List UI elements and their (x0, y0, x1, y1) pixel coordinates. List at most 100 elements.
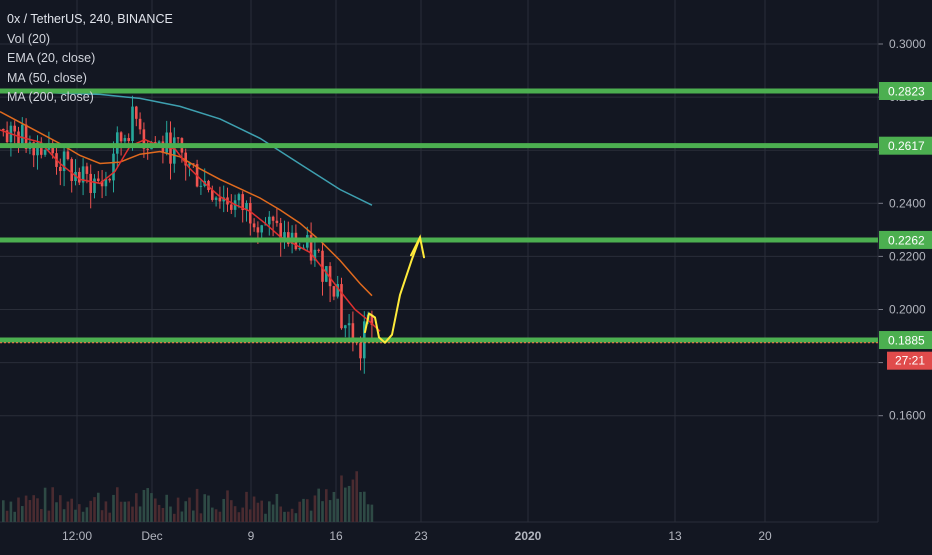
volume-bar (17, 497, 20, 522)
volume-bar (306, 499, 309, 522)
candle-body (21, 124, 24, 147)
candle-body (176, 137, 180, 139)
candle-body (230, 204, 233, 210)
level-price-tag (879, 331, 932, 350)
candle-body (135, 106, 138, 119)
volume-bar (340, 475, 343, 522)
volume-bar (363, 491, 366, 522)
ma200-line (0, 89, 373, 206)
volume-bar (32, 495, 35, 522)
volume-bar (347, 485, 351, 522)
volume-bar (313, 495, 317, 522)
volume-bar (214, 509, 218, 522)
x-axis-tick-label: 23 (414, 529, 428, 543)
volume-bar (252, 496, 256, 522)
volume-bar (108, 512, 111, 522)
volume-bar (245, 491, 248, 522)
candle-body (351, 323, 355, 341)
volume-bar (241, 507, 244, 522)
candle-body (359, 343, 362, 359)
candle-body (192, 163, 195, 165)
countdown-label: 27:21 (895, 354, 925, 368)
volume-bar (268, 501, 271, 522)
volume-bar (81, 511, 85, 522)
candle-body (62, 151, 66, 172)
candle-body (260, 225, 263, 233)
candle-body (81, 166, 85, 183)
candle-body (108, 178, 111, 181)
candle-body (275, 220, 279, 224)
candle-body (214, 197, 218, 200)
volume-bar (116, 487, 119, 522)
volume-bar (28, 500, 32, 522)
volume-bar (199, 513, 203, 522)
volume-bar (359, 491, 362, 522)
volume-bar (226, 490, 229, 522)
candle-body (347, 323, 351, 326)
y-axis-tick-label: 0.2000 (889, 303, 926, 317)
indicator-ema20[interactable]: EMA (20, close) (7, 51, 96, 65)
volume-bar (169, 506, 172, 522)
volume-bar (283, 511, 286, 522)
indicator-ma50[interactable]: MA (50, close) (7, 70, 87, 85)
volume-bar (138, 506, 142, 522)
candle-body (116, 132, 119, 154)
volume-bar (119, 501, 123, 522)
volume-bar (355, 471, 358, 522)
volume-bar (100, 510, 104, 522)
indicator-ma200[interactable]: MA (200, close) (7, 90, 94, 104)
candle-body (78, 171, 81, 183)
volume-bar (294, 513, 298, 522)
level-price-label: 0.2823 (888, 84, 925, 98)
volume-bar (59, 495, 62, 522)
volume-bar (230, 500, 233, 522)
volume-bar (321, 501, 324, 522)
candle-body (89, 173, 92, 194)
volume-bar (237, 512, 241, 522)
candle-body (370, 314, 374, 325)
candle-body (271, 216, 275, 221)
indicator-volume[interactable]: Vol (20) (7, 31, 51, 46)
volume-bar (70, 498, 73, 522)
candle-body (184, 152, 187, 166)
volume-bar (142, 489, 146, 522)
candle-body (313, 249, 317, 261)
volume-bar (123, 501, 127, 522)
candle-body (211, 190, 214, 200)
candle-body (340, 284, 343, 329)
candle-body (100, 180, 104, 187)
candle-body (268, 216, 271, 225)
x-axis-tick-label: 9 (248, 529, 255, 543)
candle-body (237, 194, 241, 201)
volume-bar (24, 495, 28, 522)
volume-bar (249, 509, 252, 522)
level-price-tag (879, 136, 932, 155)
candle-body (43, 149, 47, 155)
volume-bar (112, 494, 115, 522)
volume-bar (275, 493, 279, 522)
candle-body (256, 227, 260, 233)
volume-bar (165, 494, 168, 522)
candle-body (142, 129, 146, 149)
candle-body (13, 125, 16, 132)
candle-body (17, 131, 20, 147)
volume-bar (161, 507, 165, 522)
volume-bar (264, 513, 267, 522)
annotation-forecast-path (364, 236, 421, 344)
candle-body (188, 163, 191, 166)
candle-body (36, 142, 39, 156)
symbol-title[interactable]: 0x / TetherUS, 240, BINANCE (7, 12, 173, 26)
volume-bar (180, 511, 184, 522)
volume-bar (184, 501, 187, 522)
y-axis-tick-label: 0.2200 (889, 249, 926, 263)
countdown-tag (887, 351, 932, 370)
volume-bar (317, 488, 320, 522)
volume-bar (222, 498, 225, 522)
volume-bar (287, 511, 290, 522)
volume-bar (188, 497, 191, 522)
candle-body (127, 138, 130, 142)
candle-body (70, 159, 73, 181)
volume-bar (279, 506, 282, 522)
